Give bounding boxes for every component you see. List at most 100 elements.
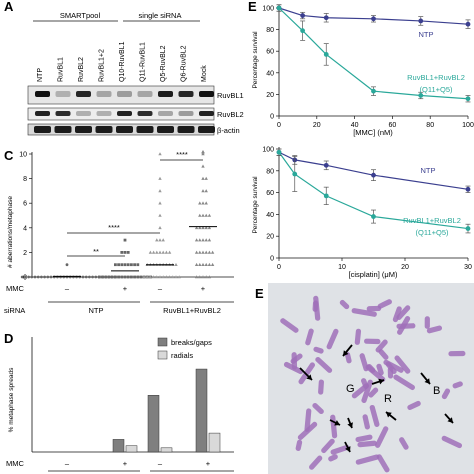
band-ruvbl1 <box>199 91 214 97</box>
band-actin <box>54 126 72 133</box>
data-point <box>145 275 149 279</box>
data-point <box>465 21 471 27</box>
band-ruvbl2 <box>178 111 194 116</box>
data-point <box>323 15 329 21</box>
data-point <box>130 263 133 267</box>
data-point <box>201 226 205 230</box>
chromosome <box>376 454 390 473</box>
panel-e-top-series <box>276 4 471 103</box>
chromosome <box>305 328 314 346</box>
sig-long-label: **** <box>108 223 120 232</box>
panel-c-ytick-label: 10 <box>19 152 27 159</box>
blot-label-ruvbl2: RuvBL2 <box>217 110 244 119</box>
band-actin <box>75 126 92 133</box>
chromosome <box>344 352 352 364</box>
data-point <box>198 275 202 279</box>
data-point <box>123 251 127 254</box>
lane-label: NTP <box>37 68 44 82</box>
chromosome <box>313 346 324 354</box>
data-point <box>158 226 162 230</box>
data-point <box>107 275 111 279</box>
blot-label-actin: β-actin <box>217 126 240 135</box>
panel-c-mmc-1: + <box>123 284 128 293</box>
chromosome <box>280 318 299 333</box>
chromosome <box>375 426 389 448</box>
panel-c-ytick-label: 4 <box>23 225 27 232</box>
data-point <box>276 5 282 11</box>
data-point <box>161 275 165 279</box>
panel-d-mmc-2: – <box>158 459 163 468</box>
data-point <box>133 263 136 267</box>
panel-c-ytick-label: 8 <box>23 176 27 183</box>
chromosome <box>291 352 298 370</box>
chromosome <box>448 350 466 357</box>
data-point <box>158 250 162 254</box>
panel-e-image-letter: E <box>255 286 264 301</box>
data-point <box>120 263 124 267</box>
data-point <box>323 162 329 168</box>
data-point <box>201 189 205 193</box>
chromosome <box>377 299 392 309</box>
data-point <box>371 214 376 219</box>
data-point <box>201 262 205 266</box>
chromosome <box>318 379 324 395</box>
data-point <box>126 251 130 254</box>
chromosome <box>397 316 411 335</box>
band-ruvbl2 <box>137 111 153 116</box>
chromosome <box>312 300 319 312</box>
chromosome <box>362 414 370 430</box>
data-point <box>161 250 165 254</box>
chromosome <box>376 363 384 376</box>
panel-e-top-kd-label-1: RuvBL1+RuvBL2 <box>407 73 465 82</box>
panel-d-mmc-1: + <box>123 459 128 468</box>
data-point <box>130 275 133 279</box>
bar-breaks-gaps <box>112 439 125 453</box>
panel-c-sirna-ntp: NTP <box>89 306 104 315</box>
panel-e-bottom-series <box>276 148 471 234</box>
chromosome <box>387 367 394 379</box>
chromosome <box>355 454 380 465</box>
data-point <box>300 28 306 34</box>
band-ruvbl2 <box>55 111 71 116</box>
panel-c-sirna-kd: RuvBL1+RuvBL2 <box>163 306 221 315</box>
lane-label: RuvBL1 <box>58 57 65 82</box>
data-point <box>201 152 205 156</box>
blot-label-ruvbl1: RuvBL1 <box>217 91 244 100</box>
data-point <box>123 263 127 267</box>
panel-e-bottom-ticks: 0 20 40 60 80 100 0 10 20 30 <box>262 147 472 272</box>
band-ruvbl2 <box>117 111 132 116</box>
band-ruvbl2 <box>158 111 173 116</box>
panel-c-mmc-3: + <box>201 284 206 293</box>
band-ruvbl1 <box>137 91 153 97</box>
ytick-label: 60 <box>266 49 274 56</box>
xtick-label: 40 <box>351 122 359 129</box>
lane-labels: NTP RuvBL1 RuvBL2 RuvBL1+2 Q10-RuvBL1 Q11-Ruv… <box>37 41 208 82</box>
chromosome <box>315 356 333 373</box>
data-point <box>177 275 181 279</box>
chromosome <box>378 349 389 360</box>
bar-radials <box>160 447 173 453</box>
ytick-label: 100 <box>262 6 274 13</box>
data-point <box>201 164 205 168</box>
panel-c-mmc-2: – <box>158 284 163 293</box>
data-point <box>40 275 43 279</box>
panel-d: D % metaphase spreads breaks/gaps radial… <box>4 331 234 472</box>
chromosome <box>426 325 443 334</box>
data-point <box>194 275 199 279</box>
chromosome <box>368 387 379 398</box>
data-point <box>151 250 156 254</box>
band-ruvbl1 <box>35 91 50 97</box>
data-point <box>158 238 162 242</box>
data-point <box>418 18 424 24</box>
data-point <box>198 201 202 205</box>
ytick-label: 80 <box>266 27 274 34</box>
panel-e-top-ylabel: Percentage survival <box>252 31 259 89</box>
data-point <box>201 238 205 242</box>
lane-label: RuvBL1+2 <box>99 49 106 82</box>
xtick-label: 100 <box>462 122 474 129</box>
panel-c-letter: C <box>4 148 14 163</box>
series-line <box>278 7 469 25</box>
panel-e-bottom-kd-label-1: RuvBL1+RuvBL2 <box>403 216 461 225</box>
chromosome <box>298 362 316 385</box>
